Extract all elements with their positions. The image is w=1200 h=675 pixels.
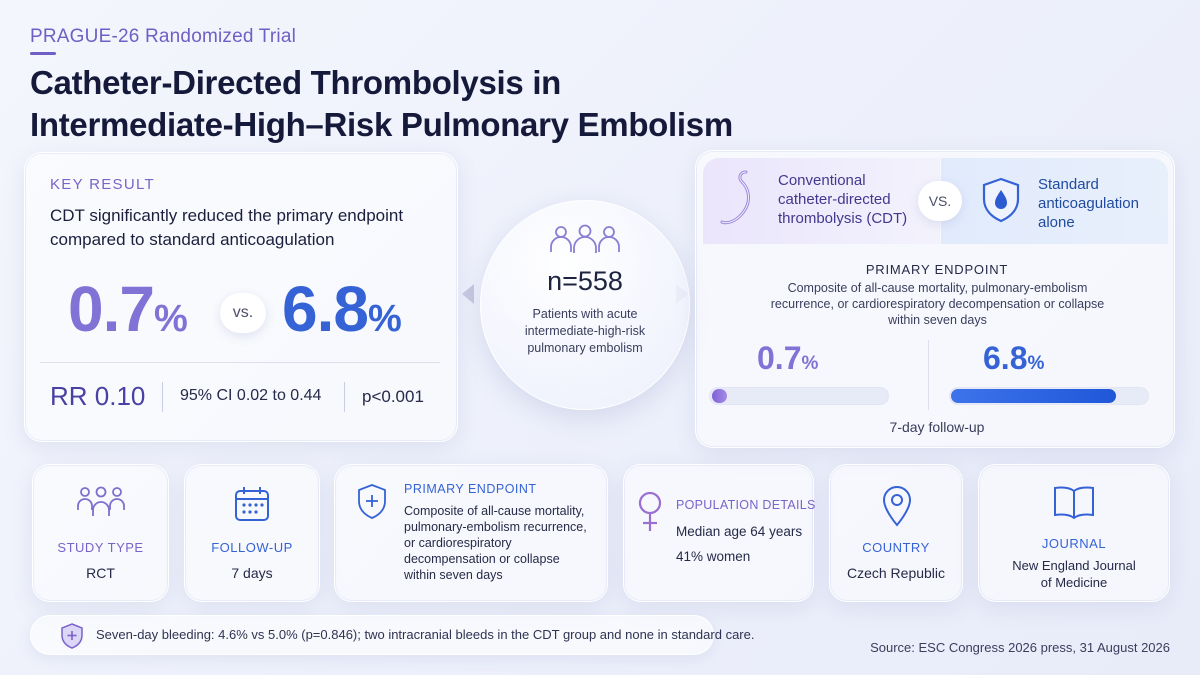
standard-rate-unit: % — [1027, 353, 1045, 374]
standard-arm-panel — [941, 158, 1168, 244]
stat-divider — [162, 382, 163, 412]
eyebrow-underline — [30, 52, 56, 55]
rate-divider — [928, 340, 929, 410]
shield-drop-icon — [980, 176, 1022, 229]
p-value: p<0.001 — [362, 387, 424, 406]
primary-endpoint-heading: PRIMARY ENDPOINT — [865, 262, 1009, 277]
cdt-rate-unit: % — [801, 353, 819, 374]
followup-caption: 7-day follow-up — [889, 419, 985, 435]
primary-endpoint-description: Composite of all-cause mortality, pulmon… — [770, 281, 1105, 327]
page-title: Catheter-Directed Thrombolysis in Interm… — [30, 62, 733, 146]
population-description: Patients with acute intermediate-high-ri… — [524, 307, 646, 355]
relative-risk: RR 0.10 — [50, 381, 146, 411]
followup-value: 7 days — [231, 565, 273, 581]
cdt-rate-unit: % — [153, 298, 188, 340]
calendar-icon — [232, 484, 272, 529]
population-age: Median age 64 years — [676, 524, 803, 539]
female-icon — [636, 490, 664, 539]
followup-card — [184, 464, 320, 602]
cdt-arm-label: Conventional catheter-directed thromboly… — [778, 172, 908, 227]
cdt-rate: 0.7% — [757, 340, 818, 377]
source-citation: Source: ESC Congress 2026 press, 31 Augu… — [870, 640, 1170, 655]
population-card-label: POPULATION DETAILS — [676, 498, 816, 512]
population-card — [623, 464, 814, 602]
primary-endpoint-card-label: PRIMARY ENDPOINT — [404, 482, 537, 496]
population-circle — [480, 200, 690, 410]
people-icon — [548, 224, 622, 263]
confidence-interval: 95% CI 0.02 to 0.44 — [180, 387, 322, 404]
cdt-rate-value: 0.7 — [757, 340, 802, 376]
standard-rate-value: 6.8 — [983, 340, 1028, 376]
location-pin-icon — [880, 484, 914, 533]
journal-card — [978, 464, 1170, 602]
stat-divider — [344, 382, 345, 412]
shield-note-icon — [60, 623, 84, 654]
standard-rate-bar — [949, 387, 1149, 405]
standard-rate-large: 6.8% — [282, 272, 402, 346]
population-women: 41% women — [676, 549, 751, 564]
journal-label: JOURNAL — [1041, 536, 1107, 551]
key-result-divider — [40, 362, 440, 363]
vs-badge: vs. — [220, 293, 266, 333]
standard-rate-value: 6.8 — [282, 273, 369, 345]
cdt-rate-large: 0.7% — [68, 272, 188, 346]
people-icon — [76, 486, 126, 525]
cdt-rate-value: 0.7 — [68, 273, 155, 345]
standard-rate-bar-fill — [951, 389, 1116, 403]
country-label: COUNTRY — [862, 540, 930, 555]
key-result-text: CDT significantly reduced the primary en… — [50, 206, 404, 249]
safety-note: Seven-day bleeding: 4.6% vs 5.0% (p=0.84… — [96, 627, 755, 642]
standard-rate: 6.8% — [983, 340, 1044, 377]
title-line-2: Intermediate-High–Risk Pulmonary Embolis… — [30, 106, 733, 143]
catheter-icon — [716, 166, 766, 235]
country-value: Czech Republic — [846, 565, 946, 581]
sample-size: n=558 — [547, 266, 623, 296]
shield-plus-icon — [356, 483, 388, 526]
primary-endpoint-card-value: Composite of all-cause mortality, pulmon… — [404, 504, 587, 582]
key-result-label: KEY RESULT — [50, 176, 155, 193]
journal-value: New England Journal of Medicine — [1012, 558, 1136, 590]
vs-badge: VS. — [918, 181, 962, 221]
title-line-1: Catheter-Directed Thrombolysis in — [30, 64, 562, 101]
study-type-label: STUDY TYPE — [57, 540, 144, 555]
followup-label: FOLLOW-UP — [211, 540, 293, 555]
study-type-value: RCT — [86, 565, 115, 581]
arrow-left-icon — [462, 284, 474, 304]
safety-note-bar — [30, 615, 714, 655]
trial-name: PRAGUE-26 Randomized Trial — [30, 26, 297, 47]
book-icon — [1052, 484, 1096, 525]
standard-arm-label: Standard anticoagulation alone — [1038, 176, 1139, 231]
cdt-rate-bar-fill — [712, 389, 728, 403]
study-type-card — [32, 464, 169, 602]
cdt-rate-bar — [709, 387, 889, 405]
standard-rate-unit: % — [367, 298, 402, 340]
